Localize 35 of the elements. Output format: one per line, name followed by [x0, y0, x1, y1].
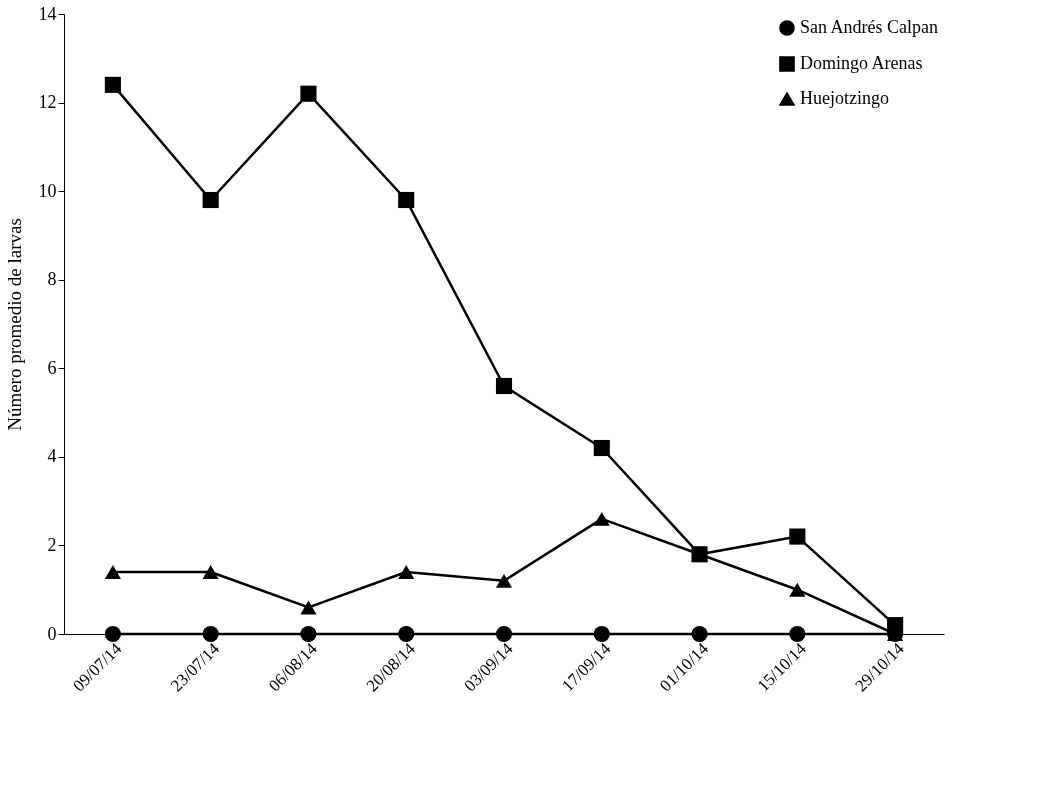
point: [789, 625, 806, 643]
point: [887, 617, 904, 634]
point: [104, 565, 121, 579]
point: [104, 76, 121, 93]
point: [104, 625, 121, 643]
y-tick-label: 6: [47, 357, 57, 378]
y-tick-label: 12: [38, 92, 57, 113]
point: [593, 625, 610, 643]
y-tick-label: 10: [38, 180, 57, 201]
y-tick-label: 4: [47, 446, 57, 467]
point: [398, 625, 415, 643]
point: [789, 582, 806, 597]
point: [398, 565, 415, 579]
point: [495, 573, 513, 588]
point: [691, 625, 708, 643]
legend-label: Huejotzingo: [800, 88, 889, 108]
y-tick-label: 2: [47, 534, 57, 555]
point: [300, 625, 317, 643]
point: [495, 377, 513, 395]
point: [495, 625, 513, 643]
point: [789, 528, 806, 545]
y-tick-label: 14: [38, 3, 57, 24]
legend-label: Domingo Arenas: [800, 53, 923, 73]
legend-label: San Andrés Calpan: [800, 17, 938, 37]
y-axis-title: Número promedio de larvas: [3, 218, 25, 431]
point: [202, 625, 219, 643]
point: [593, 511, 610, 526]
point: [300, 600, 317, 615]
y-tick-label: 8: [47, 269, 57, 290]
point: [202, 191, 219, 209]
point: [202, 565, 219, 579]
point: [398, 191, 415, 209]
point: [593, 439, 610, 457]
point: [300, 85, 317, 102]
y-tick-label: 0: [47, 623, 57, 644]
